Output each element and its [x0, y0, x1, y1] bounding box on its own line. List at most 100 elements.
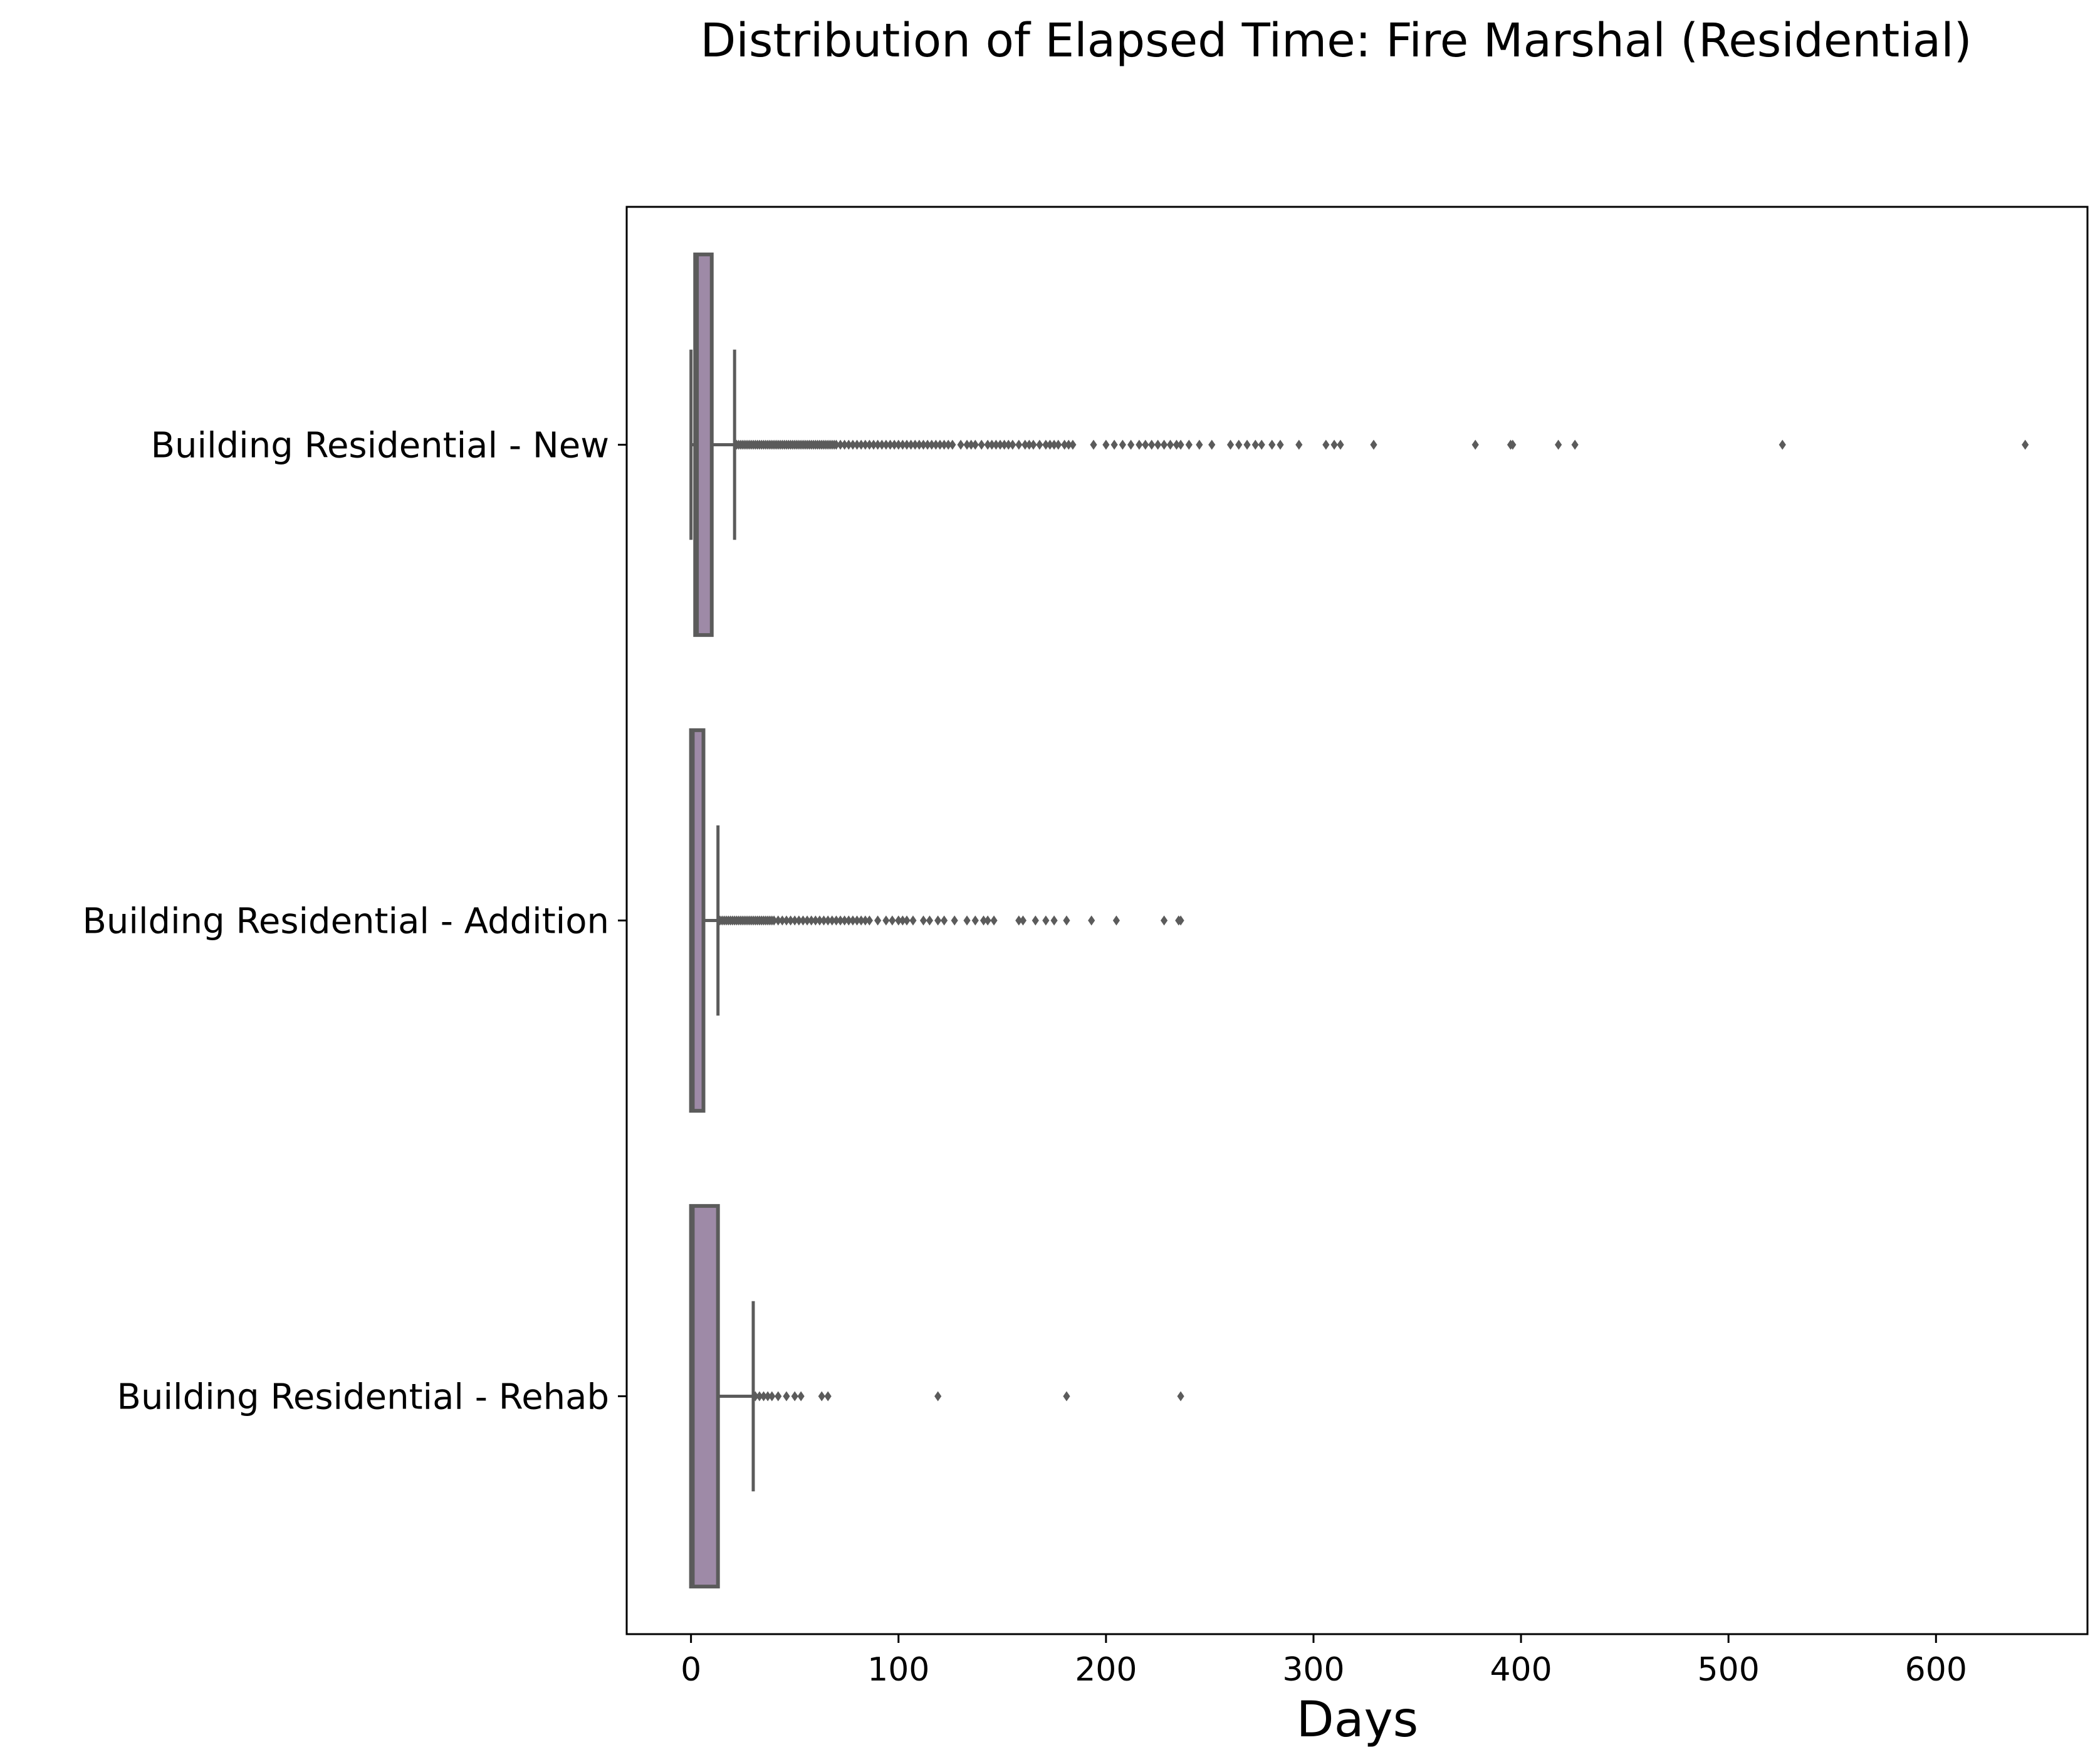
outlier-point	[936, 439, 944, 450]
outlier-point	[775, 915, 782, 926]
iqr-box	[689, 1204, 720, 1589]
outlier-point	[919, 915, 927, 926]
outlier-point	[1063, 915, 1070, 926]
outlier-point	[837, 915, 844, 926]
outlier-point	[924, 439, 931, 450]
outlier-point	[824, 1391, 832, 1402]
outlier-point	[1509, 439, 1517, 450]
outlier-point	[916, 439, 923, 450]
outlier-point	[832, 915, 840, 926]
outlier-point	[1110, 439, 1118, 450]
outlier-point	[940, 915, 948, 926]
outlier-point	[882, 439, 890, 450]
outlier-point	[1061, 439, 1068, 450]
outlier-point	[979, 915, 988, 926]
outlier-point	[899, 915, 906, 926]
outlier-point	[1173, 439, 1181, 450]
outlier-point	[1001, 439, 1008, 450]
outlier-point	[882, 915, 890, 926]
x-axis-label: Days	[1297, 1692, 1419, 1748]
outlier-point	[791, 1391, 798, 1402]
outlier-point	[775, 1391, 782, 1402]
outlier-point	[2022, 439, 2029, 450]
outlier-point	[816, 915, 823, 926]
x-tick-label: 300	[1282, 1651, 1344, 1689]
outlier-point	[1015, 915, 1023, 926]
x-tick-label: 400	[1490, 1651, 1552, 1689]
outlier-point	[932, 439, 939, 450]
outlier-point	[845, 439, 852, 450]
category-label: Building Residential - New	[151, 426, 609, 466]
outlier-point	[756, 1391, 763, 1402]
outlier-point	[1235, 439, 1243, 450]
outlier-point	[828, 915, 836, 926]
outlier-point	[1322, 439, 1330, 450]
x-tick-label: 0	[681, 1651, 701, 1689]
outlier-point	[832, 439, 840, 450]
outlier-point	[808, 915, 815, 926]
outlier-point	[1160, 915, 1168, 926]
outlier-point	[783, 1391, 790, 1402]
outlier-point	[949, 439, 956, 450]
outlier-point	[862, 439, 869, 450]
box-group-3	[689, 1204, 1184, 1589]
category-labels: Building Residential - New Building Resid…	[83, 426, 627, 1418]
outlier-point	[1142, 439, 1149, 450]
outlier-point	[1127, 439, 1135, 450]
outlier-point	[957, 439, 964, 450]
outlier-point	[1112, 915, 1121, 926]
outlier-point	[971, 439, 979, 450]
outlier-point	[1295, 439, 1303, 450]
outlier-point	[899, 439, 906, 450]
outlier-point	[1258, 439, 1265, 450]
outlier-point	[1208, 439, 1216, 450]
outlier-point	[760, 1391, 768, 1402]
outlier-point	[1021, 439, 1029, 450]
category-label: Building Residential - Addition	[83, 901, 610, 942]
outlier-point	[1065, 439, 1072, 450]
outlier-point	[988, 439, 996, 450]
outlier-point	[874, 439, 882, 450]
outlier-point	[786, 915, 795, 926]
outlier-point	[853, 439, 861, 450]
outlier-point	[903, 439, 911, 450]
outlier-point	[1555, 439, 1562, 450]
outlier-point	[1243, 439, 1251, 450]
outlier-point	[849, 915, 857, 926]
outlier-point	[1160, 439, 1168, 450]
outlier-point	[1196, 439, 1203, 450]
outlier-point	[1015, 439, 1023, 450]
outlier-point	[1370, 439, 1377, 450]
outlier-point	[768, 1391, 776, 1402]
outlier-point	[1036, 439, 1043, 450]
box-group-2	[689, 728, 1184, 1113]
outlier-point	[837, 439, 844, 450]
outlier-point	[795, 915, 803, 926]
outlier-point	[1277, 439, 1284, 450]
outlier-point	[1005, 439, 1012, 450]
outlier-point	[984, 439, 991, 450]
outlier-point	[818, 1391, 825, 1402]
outlier-point	[770, 915, 778, 926]
outlier-point	[895, 915, 902, 926]
plot-area	[689, 252, 2029, 1589]
outlier-point	[1251, 439, 1259, 450]
outlier-point	[963, 915, 971, 926]
outlier-point	[978, 439, 985, 450]
outlier-point	[895, 439, 902, 450]
outlier-point	[928, 439, 936, 450]
outlier-point	[926, 915, 934, 926]
outlier-point	[1063, 1391, 1070, 1402]
outlier-point	[841, 915, 849, 926]
outlier-point	[870, 439, 877, 450]
outlier-point	[990, 915, 998, 926]
outlier-point	[778, 915, 786, 926]
outlier-point	[1055, 439, 1062, 450]
outlier-point	[820, 915, 828, 926]
outlier-point	[1030, 439, 1037, 450]
outlier-point	[1050, 915, 1058, 926]
outlier-point	[1148, 439, 1156, 450]
outlier-point	[944, 439, 952, 450]
